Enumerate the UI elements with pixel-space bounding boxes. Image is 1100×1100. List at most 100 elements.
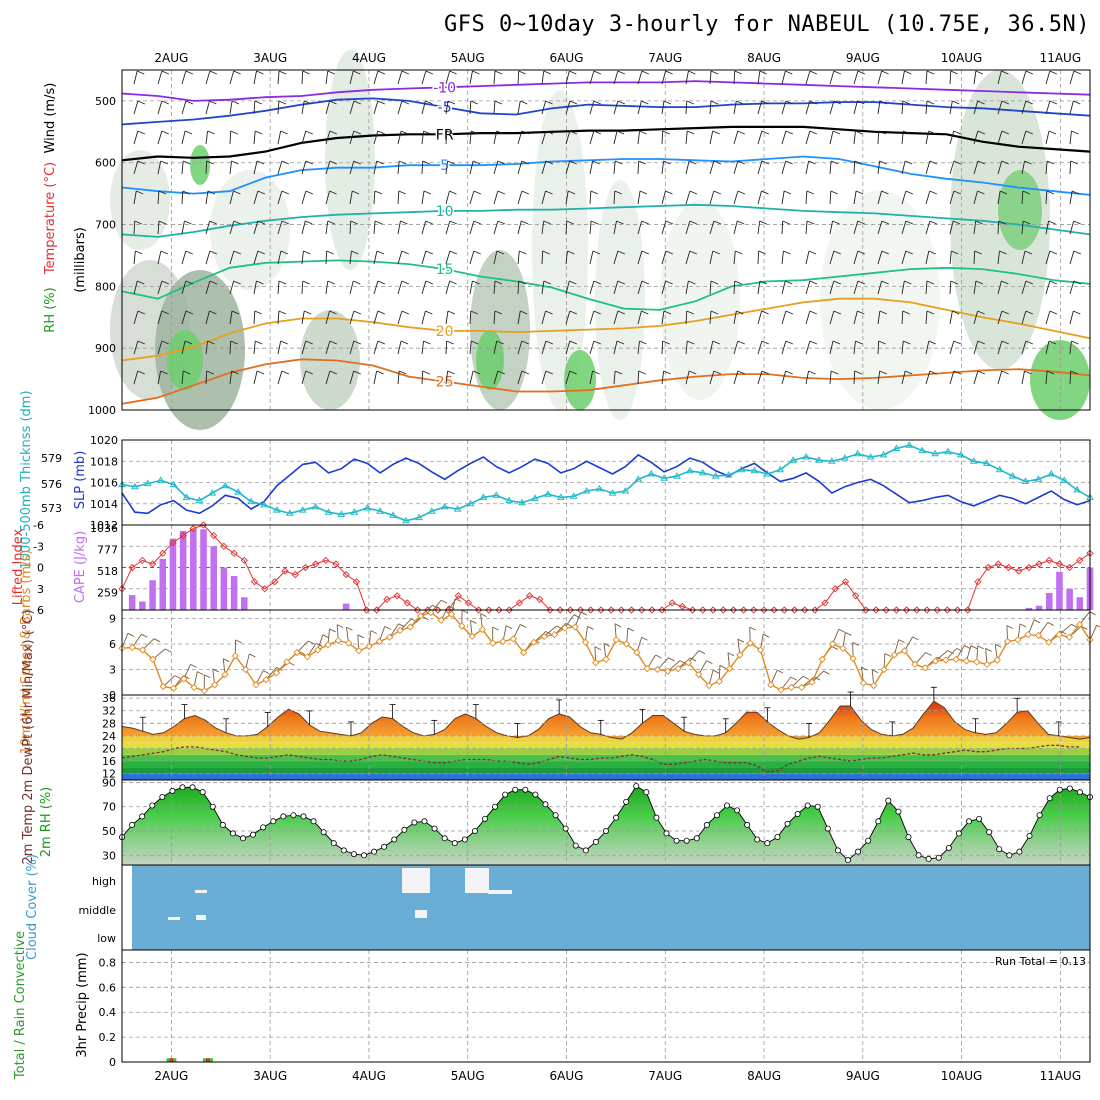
wind-barb-flag (207, 130, 215, 135)
wind-barb (1045, 100, 1051, 115)
rh-point (774, 834, 781, 841)
thickness-point (840, 454, 849, 461)
thickness-point (982, 459, 991, 466)
wind-barb (469, 70, 473, 85)
wind-barb-flag (398, 370, 407, 375)
wind-barb-flag (1025, 280, 1034, 285)
rh-shading (476, 330, 504, 390)
wind-barb-flag (688, 160, 697, 165)
wind-barb (613, 250, 619, 265)
wind-barb-flag (204, 674, 211, 679)
wind-barb-flag (616, 130, 625, 135)
rh-point (915, 852, 922, 859)
wind-barb-flag (174, 675, 182, 680)
wind-barb (541, 130, 547, 145)
li-point (943, 606, 951, 614)
wind-barb-flag (1001, 160, 1009, 165)
wind-barb-flag (1001, 340, 1010, 345)
li-point (841, 578, 850, 586)
wind-barb-flag (761, 370, 770, 375)
wind-barb-flag (278, 100, 287, 105)
wind-speed-point (386, 633, 394, 641)
wind-barb (997, 190, 1001, 205)
wind-barb (445, 190, 450, 205)
li-point (851, 592, 860, 600)
wind-barb-flag (587, 626, 594, 630)
thickness-point (544, 490, 552, 497)
wind-barb-flag (929, 370, 938, 375)
cape-bar (1076, 597, 1084, 610)
temp-band (122, 748, 1090, 755)
cloud-level-label: low (97, 932, 116, 945)
wind-barb (733, 370, 739, 385)
wind-barb (229, 190, 234, 205)
wind-speed-point (674, 664, 682, 673)
wind-barb-flag (329, 130, 338, 135)
wind-barb (1021, 70, 1027, 85)
wind-barb (373, 130, 379, 145)
wind-barb-flag (688, 370, 697, 375)
wind-barb-flag (974, 250, 982, 255)
panel-labels: 2AUG 2AUG 3AUG 3AUG 4AUG 4AUG 5AUG 5AUG 6AUG 6AUG… (11, 51, 1081, 1083)
wind-barb (181, 340, 186, 355)
wind-barb-flag (663, 310, 672, 315)
wind-speed-point (489, 639, 497, 647)
wind-speed-point (365, 642, 373, 651)
wind-barb-flag (521, 340, 529, 345)
wind-barb-flag (857, 310, 865, 315)
wind-barb (757, 340, 763, 355)
rh-point (149, 802, 156, 809)
wind-barb-flag (449, 250, 458, 255)
wind-barb (301, 100, 305, 115)
label-temperature: Temperature (°C) (43, 162, 58, 275)
wind-barb-flag (184, 340, 193, 345)
wind-barb-flag (951, 250, 959, 255)
wind-barb-flag (233, 280, 241, 285)
wind-barb (589, 160, 594, 175)
wind-barb-flag (377, 100, 386, 105)
wind-barb (325, 190, 330, 205)
rh-point (401, 826, 408, 833)
thickness-point (673, 472, 681, 479)
wind-barb (709, 190, 715, 205)
wind-barb (935, 650, 948, 662)
wind-barb-flag (590, 190, 599, 195)
date-label-bottom: 6AUG (550, 1069, 584, 1083)
li-point (210, 531, 218, 540)
isotherm-label: 5 (440, 158, 449, 174)
wind-barb-flag (749, 626, 756, 631)
wind-barb (1021, 130, 1027, 145)
wind-barb (811, 670, 824, 683)
rh-point (875, 818, 882, 825)
thickness-point (531, 494, 539, 501)
wind-speed-point (695, 670, 703, 679)
wind-barb (445, 250, 451, 265)
wind-barb-flag (161, 100, 169, 105)
rh-point (360, 852, 367, 859)
rh-point (764, 840, 771, 847)
wind-barb (1021, 370, 1025, 385)
wind-barb (661, 280, 667, 295)
li-point (179, 531, 187, 540)
wind-speed-point (427, 608, 435, 617)
wind-barb-flag (964, 645, 971, 649)
li-point (892, 606, 901, 614)
wind-barb (541, 160, 547, 175)
li-point (525, 592, 534, 600)
li-point (352, 578, 361, 586)
rh-shading (595, 180, 645, 420)
thickness-point (595, 484, 604, 492)
wind-barb-flag (425, 310, 433, 315)
wind-barb (565, 160, 571, 175)
wind-barb (253, 280, 257, 295)
wind-barb-flag (854, 160, 862, 165)
wind-barb-flag (305, 130, 313, 135)
rh-shading (167, 330, 203, 390)
wind-barb-flag (401, 280, 410, 285)
wind-barb (661, 250, 667, 265)
wind-barb (517, 220, 522, 235)
thickness-point (944, 447, 952, 455)
wind-speed-point (828, 640, 837, 648)
wind-barb (805, 160, 810, 175)
thickness-point (208, 489, 217, 496)
